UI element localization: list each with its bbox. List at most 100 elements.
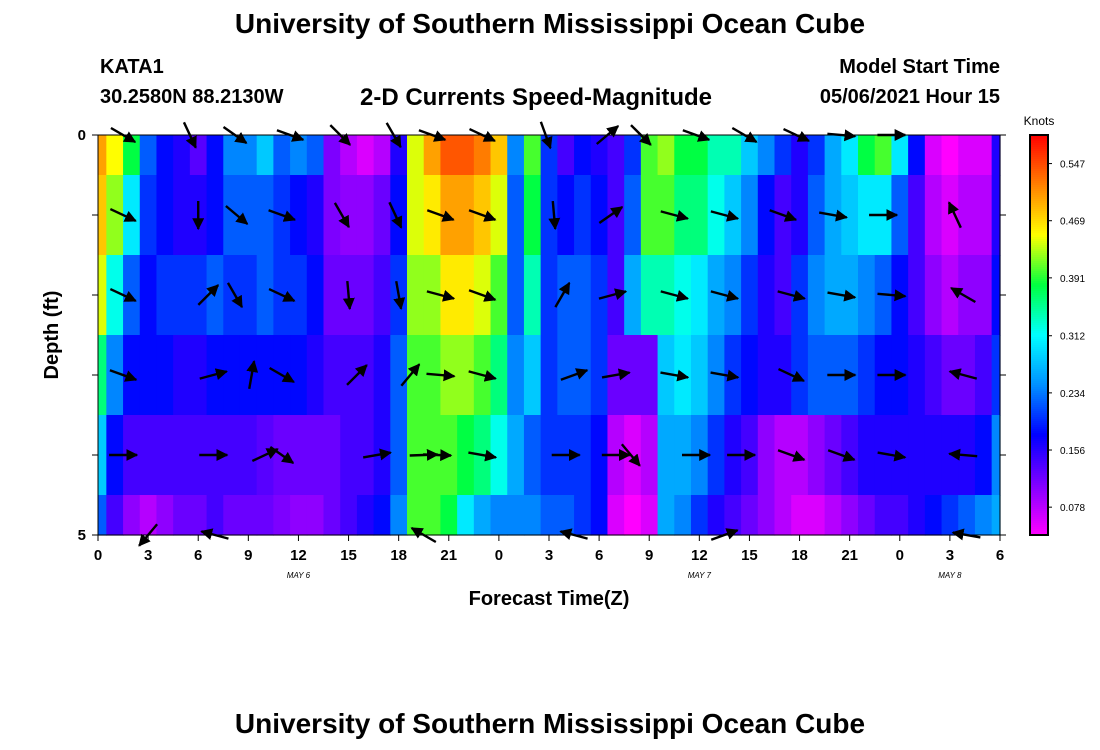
heatmap-cell bbox=[674, 135, 692, 176]
heatmap-cell bbox=[774, 255, 792, 336]
colorbar-segment bbox=[1030, 527, 1048, 530]
colorbar-segment bbox=[1030, 203, 1048, 206]
heatmap-cell bbox=[757, 135, 776, 176]
colorbar-segment bbox=[1030, 513, 1048, 516]
colorbar-segment bbox=[1030, 413, 1048, 416]
current-vector bbox=[423, 449, 453, 462]
heatmap-cell bbox=[908, 415, 926, 496]
heatmap-cell bbox=[440, 495, 458, 536]
colorbar-segment bbox=[1030, 477, 1048, 480]
x-tick-label: 15 bbox=[340, 547, 357, 564]
heatmap-cell bbox=[507, 135, 525, 176]
x-tick-label: 18 bbox=[390, 547, 407, 564]
colorbar-segment bbox=[1030, 193, 1048, 196]
heatmap-cell bbox=[590, 495, 609, 536]
x-tick-label: 3 bbox=[545, 547, 553, 564]
colorbar-segment bbox=[1030, 505, 1048, 508]
heatmap-cell bbox=[306, 175, 325, 256]
heatmap-cell bbox=[958, 135, 976, 176]
heatmap-cell bbox=[156, 135, 174, 176]
heatmap-cell bbox=[306, 335, 325, 416]
colorbar-tick-label: 0.234 bbox=[1060, 389, 1085, 400]
heatmap-cell bbox=[290, 495, 308, 536]
colorbar-segment bbox=[1030, 529, 1048, 532]
x-tick-label: 0 bbox=[896, 547, 904, 564]
colorbar-segment bbox=[1030, 201, 1048, 204]
heatmap-cell bbox=[523, 415, 542, 496]
colorbar-segment bbox=[1030, 255, 1048, 258]
current-vector bbox=[388, 201, 403, 229]
colorbar-segment bbox=[1030, 169, 1048, 172]
heatmap-cell bbox=[557, 335, 575, 416]
heatmap-cell bbox=[607, 135, 625, 176]
colorbar-segment bbox=[1030, 397, 1048, 400]
heatmap-cell bbox=[624, 175, 642, 256]
heatmap-cell bbox=[490, 135, 508, 176]
heatmap-cell bbox=[974, 415, 993, 496]
heatmap-cell bbox=[624, 495, 642, 536]
colorbar-segment bbox=[1030, 289, 1048, 292]
heatmap-cell bbox=[373, 255, 391, 336]
colorbar-segment bbox=[1030, 441, 1048, 444]
heatmap-cell bbox=[690, 255, 709, 336]
colorbar-segment bbox=[1030, 147, 1048, 150]
heatmap-cell bbox=[123, 495, 141, 536]
colorbar-segment bbox=[1030, 437, 1048, 440]
heatmap-cell bbox=[824, 495, 842, 536]
heatmap-cell bbox=[356, 415, 375, 496]
colorbar-segment bbox=[1030, 449, 1048, 452]
current-vector bbox=[560, 368, 589, 381]
colorbar-segment bbox=[1030, 517, 1048, 520]
colorbar-segment bbox=[1030, 447, 1048, 450]
x-tick-label: 6 bbox=[996, 547, 1004, 564]
heatmap-cell bbox=[523, 495, 542, 536]
heatmap-cell bbox=[540, 335, 558, 416]
colorbar-segment bbox=[1030, 361, 1048, 364]
colorbar-segment bbox=[1030, 443, 1048, 446]
current-vector bbox=[269, 445, 295, 465]
x-tick-label: 12 bbox=[290, 547, 307, 564]
x-tick-label: 9 bbox=[244, 547, 252, 564]
current-vector bbox=[660, 369, 690, 382]
current-vector bbox=[426, 369, 456, 382]
heatmap-cell bbox=[574, 135, 592, 176]
heatmap-cell bbox=[974, 135, 993, 176]
colorbar-segment bbox=[1030, 149, 1048, 152]
colorbar-segment bbox=[1030, 453, 1048, 456]
heatmap-cell bbox=[824, 415, 842, 496]
heatmap-cell bbox=[607, 495, 625, 536]
heatmap-cell bbox=[807, 335, 826, 416]
colorbar-segment bbox=[1030, 377, 1048, 380]
chart-subtitle: 2-D Currents Speed-Magnitude bbox=[360, 84, 713, 111]
y-axis-label: Depth (ft) bbox=[41, 291, 63, 380]
heatmap-cell bbox=[273, 495, 291, 536]
current-vector bbox=[226, 282, 244, 309]
heatmap-cell bbox=[407, 495, 425, 536]
current-vector bbox=[660, 290, 689, 302]
current-vector bbox=[827, 289, 857, 302]
heatmap-cell bbox=[256, 255, 274, 336]
current-vector bbox=[468, 289, 497, 302]
heatmap-cell bbox=[98, 175, 107, 256]
colorbar-segment bbox=[1030, 359, 1048, 362]
heatmap-cell bbox=[924, 495, 943, 536]
heatmap-cell bbox=[991, 415, 1001, 496]
colorbar-segment bbox=[1030, 253, 1048, 256]
heatmap-cell bbox=[824, 135, 842, 176]
colorbar-segment bbox=[1030, 187, 1048, 190]
colorbar-segment bbox=[1030, 493, 1048, 496]
x-tick-label: 18 bbox=[791, 547, 808, 564]
current-vector bbox=[268, 209, 297, 222]
heatmap-cell bbox=[340, 135, 358, 176]
colorbar-segment bbox=[1030, 519, 1048, 522]
heatmap-cell bbox=[590, 335, 609, 416]
heatmap-cell bbox=[741, 135, 759, 176]
heatmap-cell bbox=[306, 255, 325, 336]
heatmap-cell bbox=[106, 335, 124, 416]
heatmap-cell bbox=[239, 495, 258, 536]
colorbar-segment bbox=[1030, 369, 1048, 372]
colorbar-segment bbox=[1030, 267, 1048, 270]
colorbar-segment bbox=[1030, 213, 1048, 216]
heatmap-cell bbox=[139, 415, 158, 496]
heatmap-cell bbox=[807, 135, 826, 176]
